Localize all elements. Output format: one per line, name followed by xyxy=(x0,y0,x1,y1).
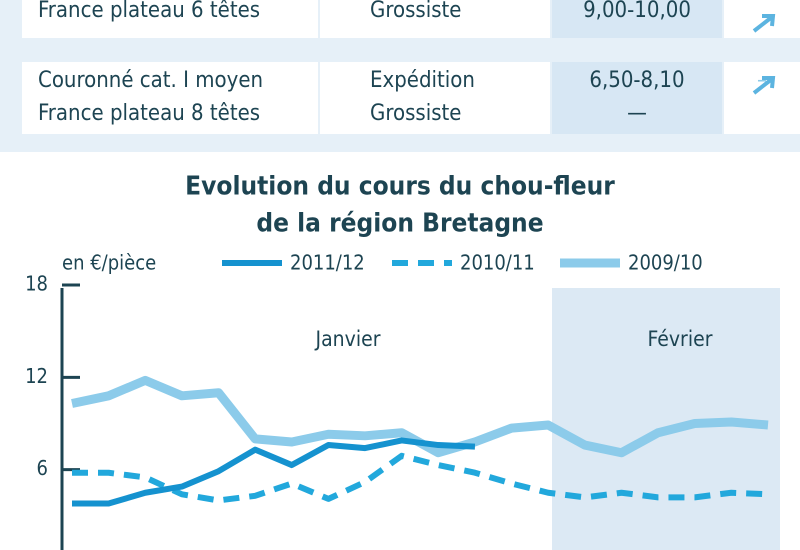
trend-arrow xyxy=(752,14,776,33)
legend-label: 2011/12 xyxy=(290,251,365,275)
trend-arrow xyxy=(752,76,776,95)
cell-text: — xyxy=(627,101,647,126)
cell-text: France plateau 6 têtes xyxy=(38,0,261,23)
cell-text: 6,50-8,10 xyxy=(589,68,685,93)
y-tick-label: 12 xyxy=(25,364,48,388)
chart-title: de la région Bretagne xyxy=(256,209,543,239)
table-cell: 6,50-8,10 — xyxy=(552,62,722,134)
legend-label: 2010/11 xyxy=(460,251,535,275)
price-table: France plateau 6 têtes Grossiste 9,00-10,0… xyxy=(0,0,800,152)
cell-text: Couronné cat. I moyen xyxy=(38,68,264,93)
table-cell: Grossiste xyxy=(320,0,550,38)
legend-label: 2009/10 xyxy=(628,251,703,275)
series-line xyxy=(72,452,769,504)
cell-text: Grossiste xyxy=(370,0,462,23)
table-cell: Expédition Grossiste xyxy=(320,62,550,134)
table-cell: – xyxy=(724,62,800,134)
y-axis-label: en €/pièce xyxy=(62,251,156,275)
cell-text: 9,00-10,00 xyxy=(583,0,691,23)
y-tick-label: 6 xyxy=(37,456,48,480)
cell-text: Expédition xyxy=(370,68,475,93)
series-line xyxy=(72,437,476,507)
cell-text: Grossiste xyxy=(370,101,462,126)
table-cell: Couronné cat. I moyen France plateau 8 tê… xyxy=(22,62,318,134)
y-tick-label: 18 xyxy=(25,272,48,296)
cell-text: France plateau 8 têtes xyxy=(38,101,261,126)
month-label: Janvier xyxy=(315,327,381,351)
month-label: Février xyxy=(648,327,713,351)
table-cell: 9,00-10,00 xyxy=(552,0,722,38)
cell-text: – xyxy=(757,68,767,93)
y-tick-label: 0 xyxy=(37,549,48,550)
table-cell xyxy=(724,0,800,38)
chart-title: Evolution du cours du chou-fleur xyxy=(185,172,615,202)
table-cell: France plateau 6 têtes xyxy=(22,0,318,38)
